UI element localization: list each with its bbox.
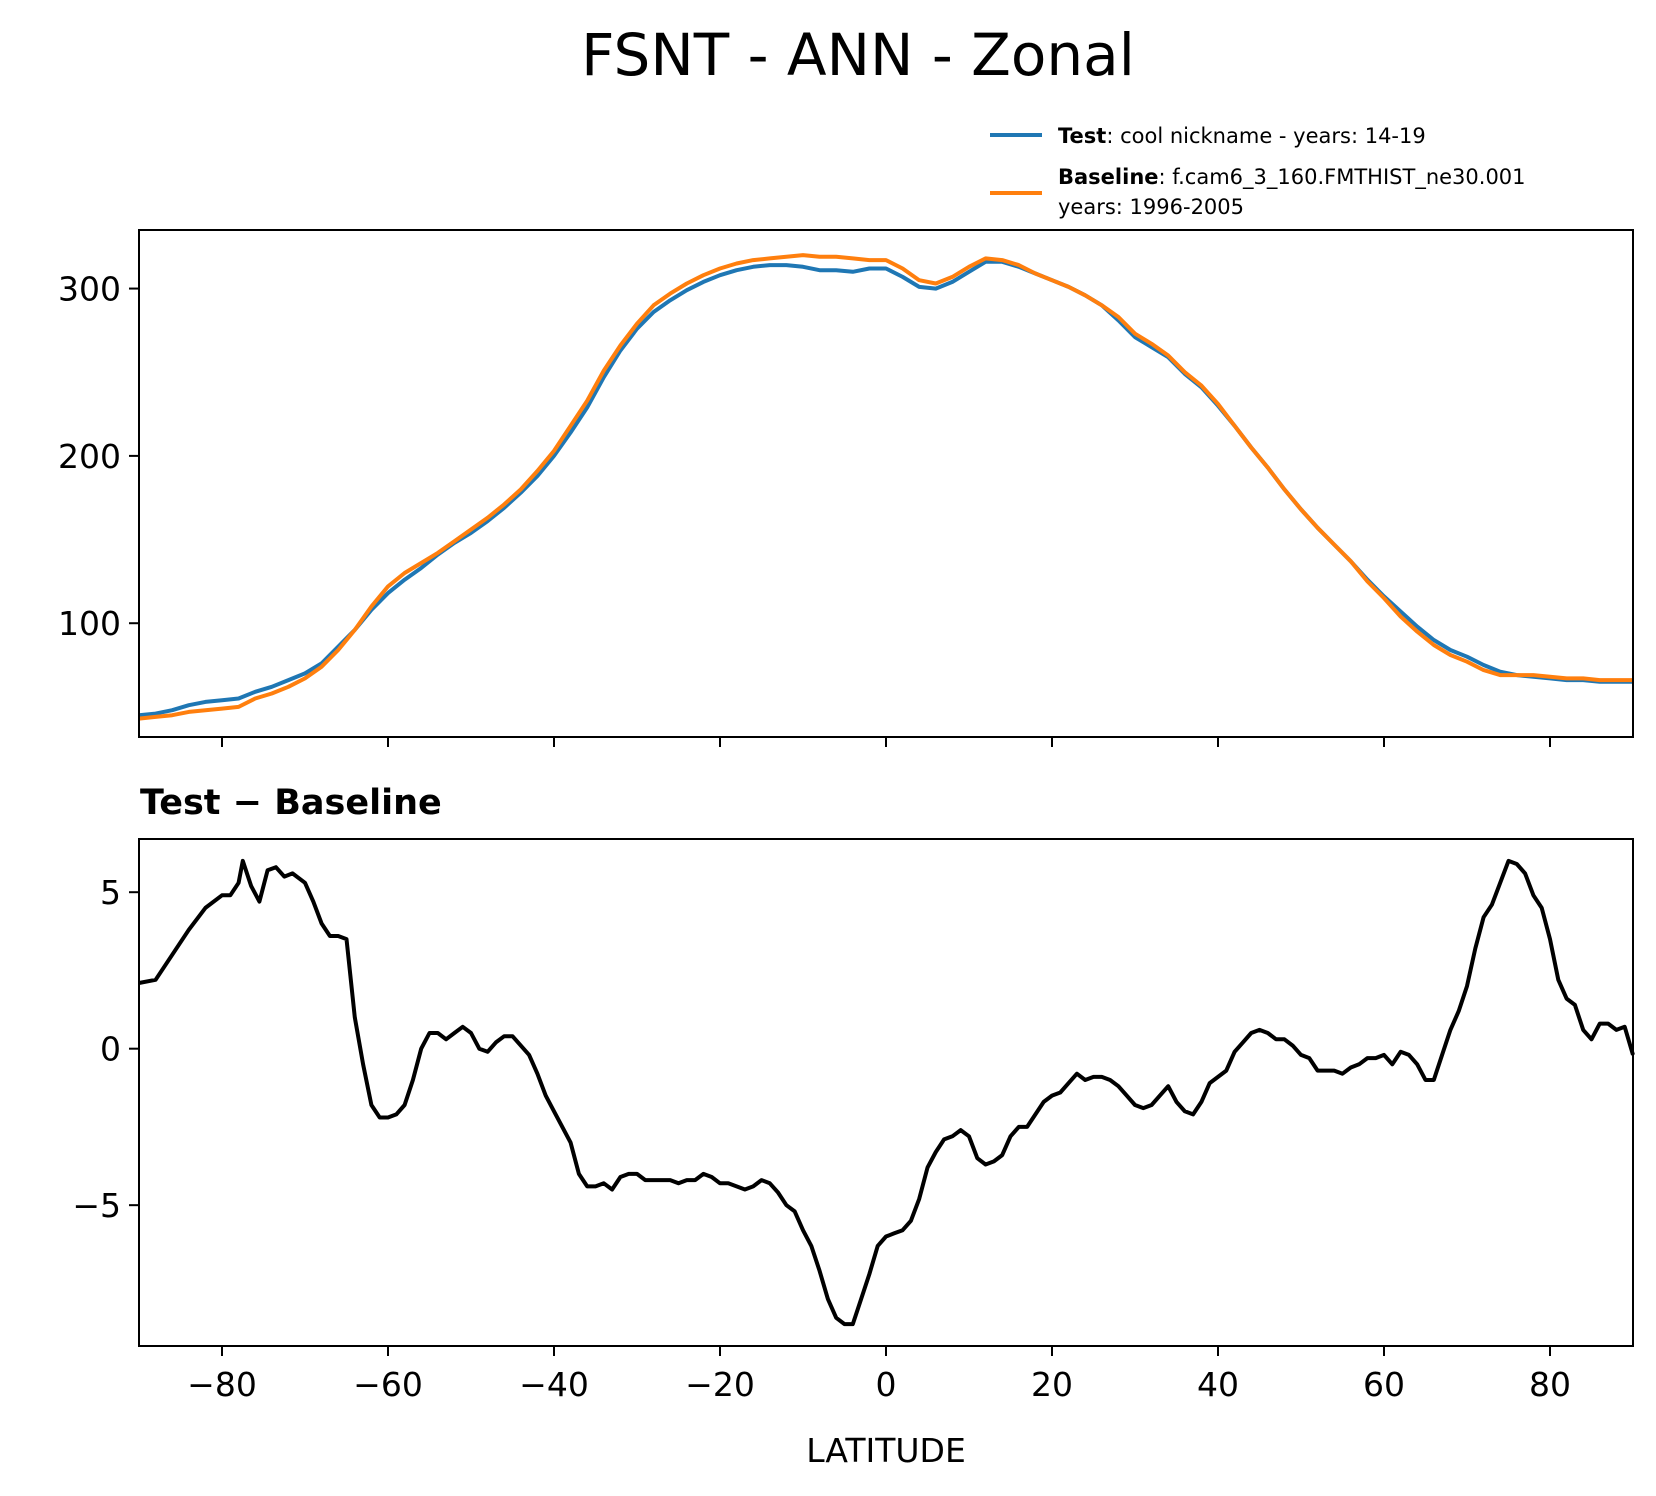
- top-y-tick-label: 300: [58, 270, 121, 309]
- legend-label-baseline: Baseline: f.cam6_3_160.FMTHIST_ne30.001: [1058, 165, 1526, 190]
- bottom-panel-title: Test − Baseline: [140, 783, 442, 823]
- top-series-group: [138, 253, 1633, 721]
- figure-title: FSNT - ANN - Zonal: [581, 21, 1135, 89]
- top-y-tick-label: 200: [58, 437, 121, 476]
- bottom-series-group: [138, 858, 1635, 1327]
- bottom-x-tick-label: 80: [1529, 1365, 1571, 1404]
- legend: Test: cool nickname - years: 14-19 Basel…: [990, 124, 1526, 219]
- bottom-x-tick-label: −60: [353, 1365, 423, 1404]
- bottom-x-tick-label: 20: [1031, 1365, 1073, 1404]
- bottom-x-tick-label: −20: [685, 1365, 755, 1404]
- legend-label-baseline-line2: years: 1996-2005: [1058, 195, 1244, 219]
- top-y-tick-label: 100: [58, 604, 121, 643]
- top-axes-frame: [138, 229, 1634, 738]
- bottom-x-tick-label: −80: [187, 1365, 257, 1404]
- panel-top: 100 200 300: [58, 229, 1634, 747]
- legend-test-text: : cool nickname - years: 14-19: [1106, 124, 1425, 148]
- legend-baseline-text: : f.cam6_3_160.FMTHIST_ne30.001: [1159, 165, 1526, 190]
- panel-bottom: Test − Baseline −80 −60 −40 −20 0 20 40 60 80 −5…: [72, 783, 1635, 1470]
- x-axis-label: LATITUDE: [806, 1431, 966, 1470]
- bottom-y-tick-label: 5: [100, 873, 121, 912]
- bottom-axes-frame: [138, 838, 1634, 1347]
- bottom-x-tick-label: 0: [876, 1365, 897, 1404]
- bottom-x-tick-label: 60: [1363, 1365, 1405, 1404]
- bottom-series-difference-line: [138, 858, 1635, 1327]
- legend-label-test: Test: cool nickname - years: 14-19: [1058, 124, 1426, 148]
- bottom-y-tick-label: 0: [100, 1030, 121, 1069]
- legend-baseline-bold: Baseline: [1058, 165, 1159, 189]
- bottom-x-tick-label: 40: [1197, 1365, 1239, 1404]
- bottom-y-ticks: −5 0 5: [72, 873, 139, 1225]
- top-y-ticks: 100 200 300: [58, 270, 139, 643]
- legend-test-bold: Test: [1058, 124, 1106, 148]
- bottom-y-tick-label: −5: [72, 1186, 121, 1225]
- bottom-x-ticks: −80 −60 −40 −20 0 20 40 60 80: [187, 1346, 1571, 1404]
- top-series-baseline-line: [138, 253, 1633, 721]
- bottom-x-tick-label: −40: [519, 1365, 589, 1404]
- top-x-ticks: [221, 737, 1551, 747]
